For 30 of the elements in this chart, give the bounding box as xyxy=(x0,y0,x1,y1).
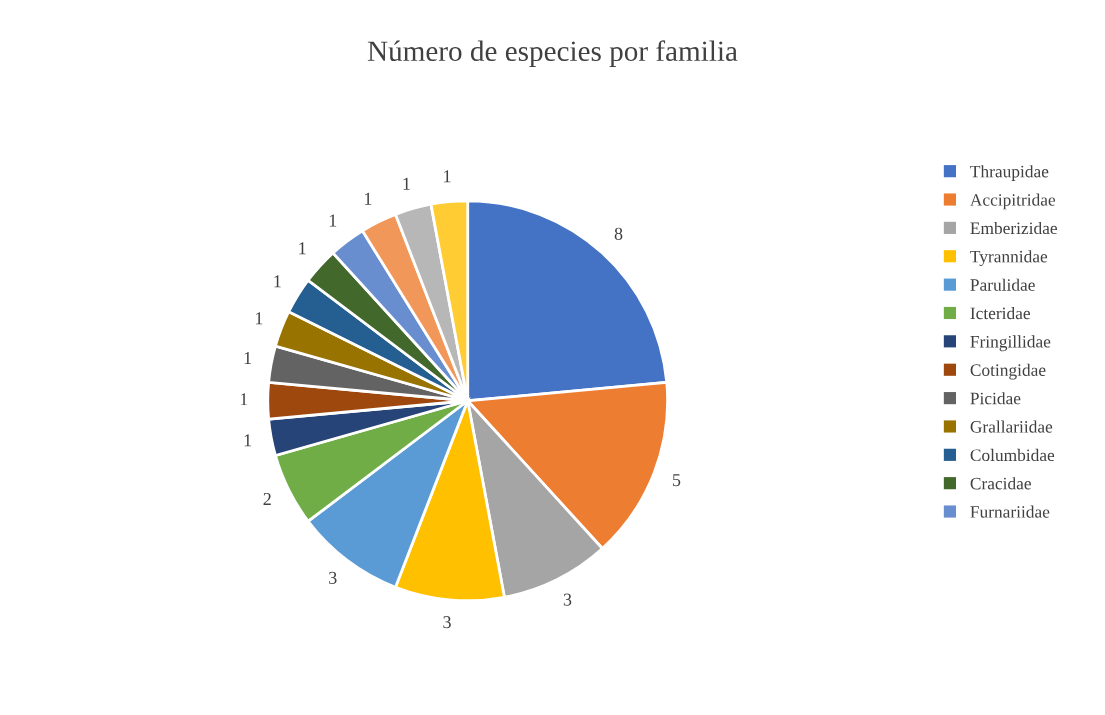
data-label: 1 xyxy=(244,352,252,364)
data-label: 1 xyxy=(244,434,252,447)
data-label: 1 xyxy=(240,393,248,406)
legend-label: Icteridae xyxy=(970,307,1030,320)
legend-label: Furnariidae xyxy=(970,505,1050,518)
legend-label: Parulidae xyxy=(970,278,1035,291)
legend-label: Tyrannidae xyxy=(970,250,1048,267)
data-label: 1 xyxy=(299,242,306,255)
legend-label: Accipitridae xyxy=(970,193,1056,210)
legend-label: Fringillidae xyxy=(970,335,1051,352)
legend-label: Grallariidae xyxy=(970,420,1053,433)
data-label: 1 xyxy=(444,170,451,183)
legend-label: Picidae xyxy=(970,392,1021,405)
data-label: 1 xyxy=(329,214,337,227)
data-label: 8 xyxy=(614,227,623,240)
legend-label: Thraupidae xyxy=(970,165,1049,181)
data-label: 2 xyxy=(263,492,271,505)
data-label: 3 xyxy=(563,593,572,606)
data-label: 1 xyxy=(364,192,372,205)
data-label: 5 xyxy=(673,474,681,487)
data-label: 3 xyxy=(443,616,451,629)
chart-title: Número de especies por familia xyxy=(367,40,738,67)
legend-label: Emberizidae xyxy=(970,221,1057,235)
data-label: 1 xyxy=(403,177,410,190)
legend-label: Columbidae xyxy=(970,448,1055,462)
data-label: 3 xyxy=(329,571,337,584)
data-label: 1 xyxy=(255,312,263,325)
data-label: 1 xyxy=(274,275,281,288)
legend-label: Cotingidae xyxy=(970,363,1046,380)
legend-label: Cracidae xyxy=(970,477,1031,490)
